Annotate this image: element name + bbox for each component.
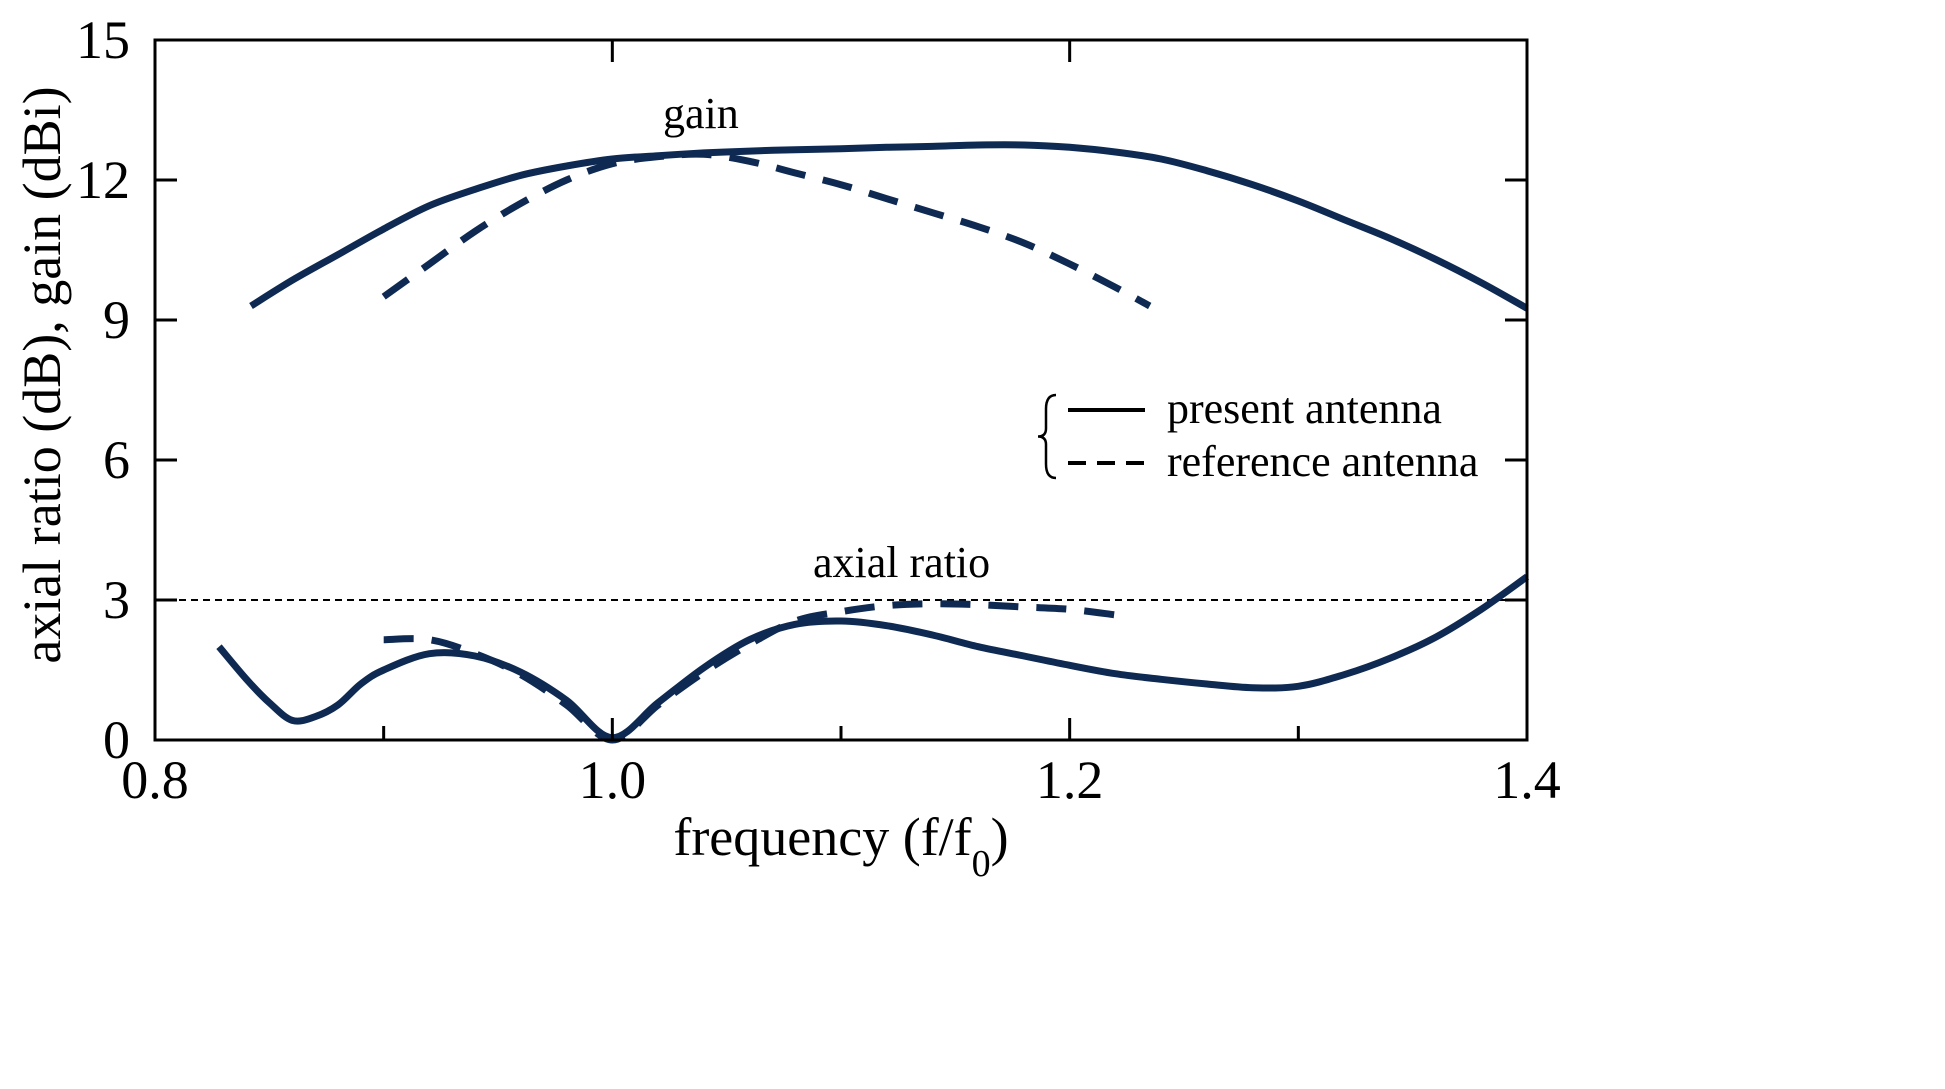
- tick-layer: 0.8 1.0 1.2 1.4 0 3 6 9 12 15: [76, 10, 1561, 810]
- x-axis-title: frequency (f/f0): [673, 807, 1008, 885]
- axial-ratio-reference-antenna-line: [383, 600, 1116, 744]
- legend-label-reference-antenna: reference antenna: [1167, 437, 1478, 486]
- legend-label-present-antenna: present antenna: [1167, 384, 1442, 433]
- x-tick-label: 1.4: [1493, 750, 1561, 810]
- gain-present-antenna-line: [249, 141, 1529, 312]
- x-axis-title-main: frequency (f/f: [673, 807, 971, 867]
- axial-ratio-annotation: axial ratio: [813, 538, 990, 587]
- y-tick-label: 15: [76, 10, 130, 70]
- x-tick-label: 1.0: [579, 750, 647, 810]
- series-layer: [216, 141, 1530, 744]
- axial-ratio-present-antenna-line: [216, 573, 1530, 742]
- y-axis-title: axial ratio (dB), gain (dBi): [12, 86, 72, 663]
- x-tick-label: 1.2: [1036, 750, 1104, 810]
- y-tick-label: 12: [76, 150, 130, 210]
- y-tick-label: 9: [103, 290, 130, 350]
- x-axis-title-subscript: 0: [972, 843, 991, 885]
- legend-brace: [1037, 393, 1057, 480]
- legend: present antenna reference antenna: [1037, 384, 1478, 486]
- y-tick-label: 6: [103, 430, 130, 490]
- gain-annotation: gain: [663, 89, 739, 138]
- x-tick-label: 0.8: [121, 750, 189, 810]
- y-tick-label: 3: [103, 570, 130, 630]
- gain-reference-antenna-line: [381, 150, 1152, 310]
- y-tick-label: 0: [103, 710, 130, 770]
- x-axis-title-close: ): [991, 807, 1009, 867]
